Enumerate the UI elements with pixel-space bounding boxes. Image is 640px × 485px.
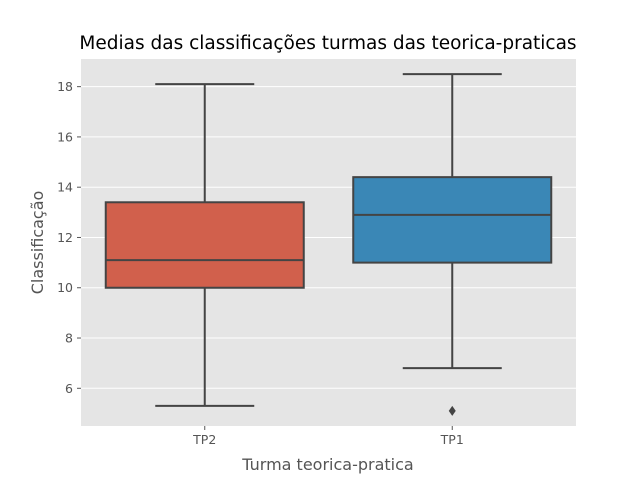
x-tick-label-TP2: TP2 [192, 432, 216, 447]
x-tick-label-TP1: TP1 [440, 432, 464, 447]
x-axis-ticks: TP2 TP1 [192, 426, 464, 447]
y-tick-label-14: 14 [57, 180, 73, 195]
box-tp1 [352, 73, 553, 416]
y-axis-label: Classificação [28, 191, 47, 295]
y-tick-label-18: 18 [57, 79, 73, 94]
y-tick-label-12: 12 [57, 230, 73, 245]
y-tick-label-10: 10 [57, 280, 73, 295]
y-tick-label-16: 16 [57, 129, 73, 144]
box-tp2 [104, 83, 305, 407]
y-axis-ticks: 6 8 10 12 14 16 18 [57, 79, 81, 396]
box-body-tp2 [104, 201, 305, 289]
box-body-tp1 [352, 176, 553, 264]
y-tick-label-8: 8 [65, 331, 73, 346]
y-tick-label-6: 6 [65, 381, 73, 396]
boxes [104, 73, 553, 416]
outlier-tp1-0 [448, 405, 456, 416]
x-axis-label: Turma teorica-pratica [241, 455, 413, 474]
chart-title: Medias das classificações turmas das teo… [79, 33, 576, 54]
